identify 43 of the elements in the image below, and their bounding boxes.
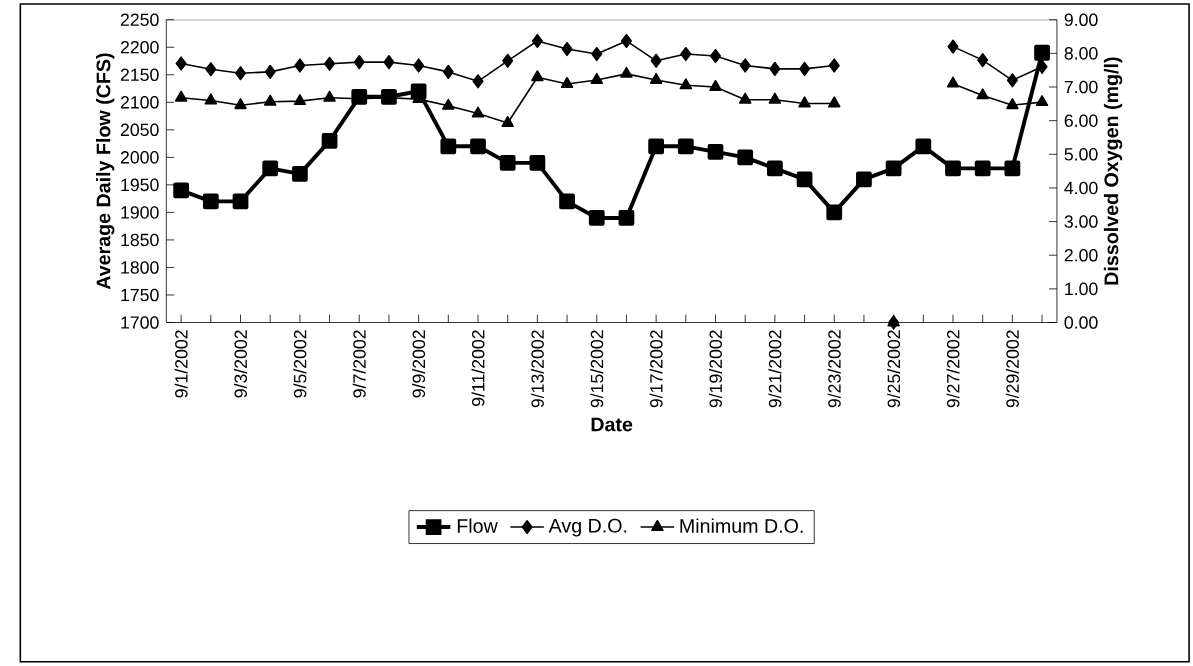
x-tick-label: 9/27/2002: [946, 330, 960, 408]
y-tick-label: 2250: [120, 13, 159, 27]
y-tick-label: 2050: [120, 123, 159, 137]
x-tick-label: 9/29/2002: [1005, 330, 1019, 408]
legend-label: Minimum D.O.: [680, 518, 803, 534]
y2-tick-label: 0.00: [1064, 316, 1098, 329]
x-tick-label: 9/5/2002: [293, 330, 307, 398]
x-tick-label: 9/9/2002: [412, 330, 426, 398]
y-tick-label: 1700: [121, 316, 159, 329]
x-tick-label: 9/19/2002: [709, 330, 723, 408]
y-tick-label: 1900: [121, 206, 159, 219]
y-tick-label: 1850: [121, 233, 159, 247]
x-tick-label: 9/7/2002: [352, 330, 366, 398]
y2-tick-label: 7.00: [1064, 80, 1098, 94]
x-tick-label: 9/13/2002: [530, 330, 544, 408]
x-tick-label: 9/3/2002: [234, 330, 248, 398]
x-tick-label: 9/21/2002: [768, 330, 782, 408]
y-axis-title: Average Daily Flow (CFS): [96, 53, 115, 290]
y-tick-label: 2000: [120, 151, 159, 164]
x-tick-label: 9/11/2002: [471, 330, 485, 407]
x-tick-label: 9/17/2002: [649, 330, 663, 408]
y-tick-label: 2200: [120, 41, 159, 54]
legend-label: Flow: [457, 518, 498, 534]
y-tick-label: 1750: [121, 288, 159, 302]
y2-tick-label: 6.00: [1064, 114, 1098, 128]
y-tick-label: 2150: [120, 68, 159, 82]
y2-axis-title: Dissolved Oxygen (mg/l): [1103, 57, 1123, 285]
y2-tick-label: 2.00: [1064, 249, 1098, 262]
y2-tick-label: 8.00: [1064, 47, 1098, 60]
legend-label: Avg D.O.: [548, 518, 627, 537]
y2-tick-label: 9.00: [1064, 13, 1098, 27]
x-tick-label: 9/15/2002: [590, 330, 604, 408]
x-tick-label: 9/23/2002: [827, 330, 841, 408]
y2-tick-label: 3.00: [1064, 215, 1098, 228]
y2-tick-label: 5.00: [1064, 148, 1098, 161]
y-tick-label: 2100: [120, 96, 159, 109]
x-tick-label: 9/25/2002: [887, 330, 901, 408]
y-tick-label: 1950: [121, 178, 159, 192]
x-tick-label: 9/1/2002: [174, 330, 188, 398]
y-tick-label: 1800: [121, 261, 159, 274]
y2-tick-label: 4.00: [1064, 181, 1098, 195]
x-axis-title: Date: [591, 417, 633, 432]
y2-tick-label: 1.00: [1065, 282, 1098, 296]
